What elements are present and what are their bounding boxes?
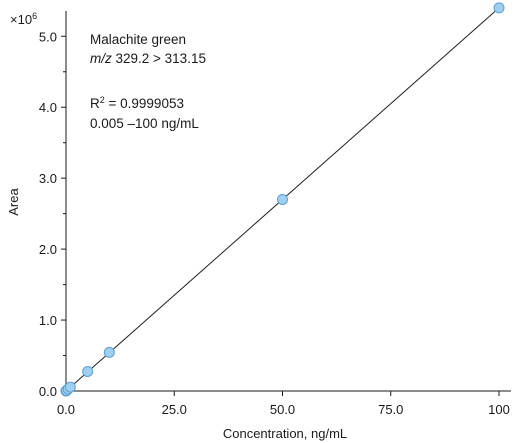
y-tick-label: 5.0 (39, 29, 57, 44)
data-point (103, 346, 115, 358)
y-tick-label: 3.0 (39, 171, 57, 186)
y-ticks: 0.0 1.0 2.0 3.0 4.0 5.0 (39, 29, 66, 399)
y-axis-title: Area (6, 188, 21, 216)
mz-label: m/z 329.2 > 313.15 (90, 51, 206, 66)
x-ticks: 0.0 25.0 50.0 75.0 100 (57, 391, 510, 417)
x-tick-label: 0.0 (57, 402, 75, 417)
x-axis-title: Concentration, ng/mL (223, 426, 347, 441)
data-point (82, 365, 94, 377)
r-squared-label: R2 = 0.9999053 (90, 95, 184, 111)
compound-label: Malachite green (90, 32, 186, 47)
y-multiplier: ×106 (10, 11, 37, 27)
x-tick-label: 100 (488, 402, 510, 417)
data-point (277, 193, 288, 205)
y-tick-label: 4.0 (39, 100, 57, 115)
axes (65, 11, 511, 392)
y-tick-label: 2.0 (39, 242, 57, 257)
range-label: 0.005 –100 ng/mL (90, 116, 199, 131)
x-tick-label: 25.0 (162, 402, 187, 417)
y-tick-label: 1.0 (39, 313, 57, 328)
y-tick-label: 0.0 (39, 384, 57, 399)
data-point (493, 2, 505, 14)
data-points (60, 2, 505, 397)
x-tick-label: 75.0 (378, 402, 403, 417)
annotation-block: Malachite green m/z 329.2 > 313.15 R2 = … (90, 32, 206, 131)
x-tick-label: 50.0 (270, 402, 295, 417)
data-point (64, 381, 76, 393)
